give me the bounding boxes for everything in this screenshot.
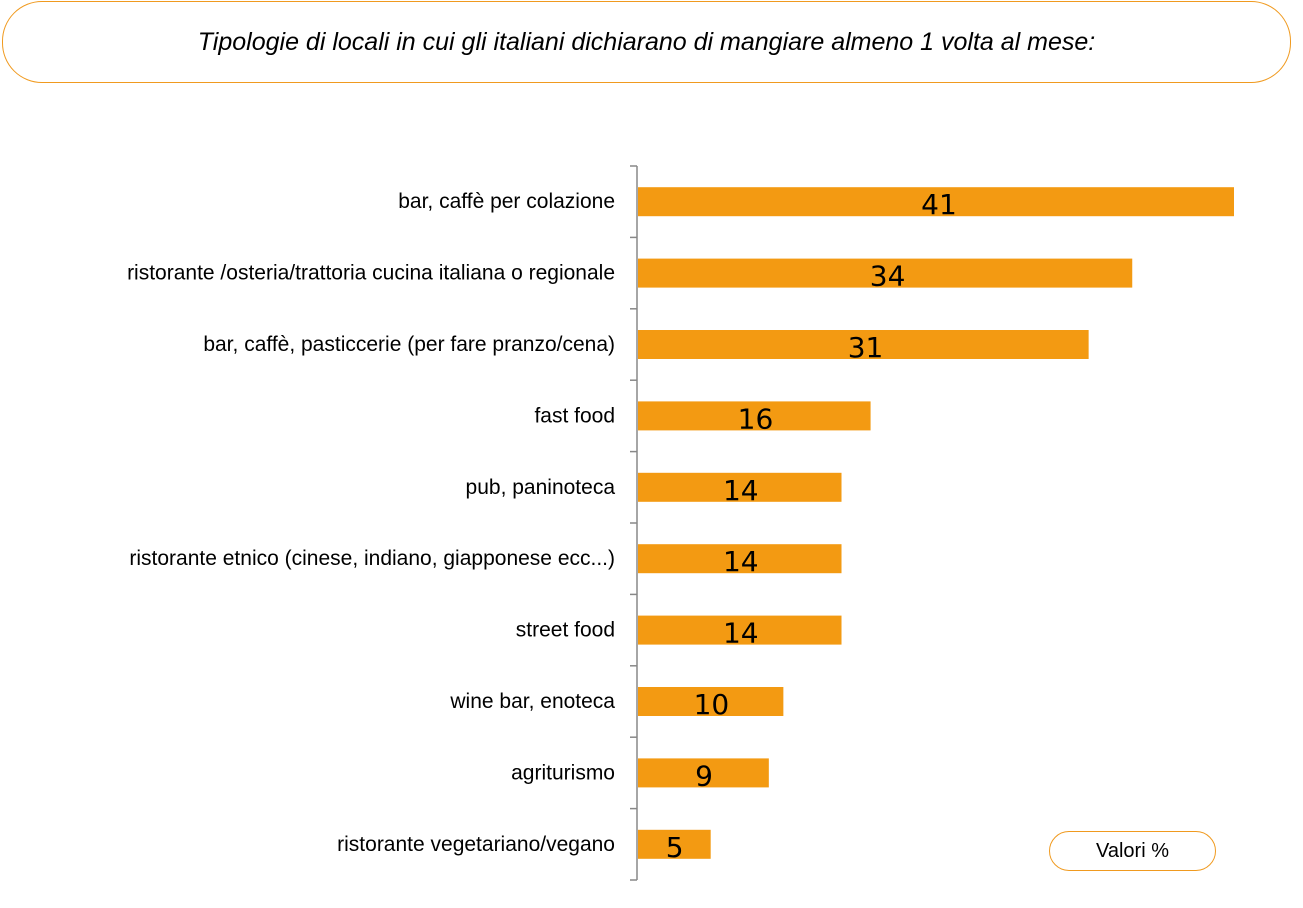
data-label: 9 [695,759,713,792]
data-label: 10 [694,688,730,721]
category-label: fast food [534,404,615,427]
category-label: bar, caffè per colazione [398,190,615,213]
legend-label: Valori % [1096,839,1169,862]
data-label: 14 [723,545,759,578]
category-label: ristorante /osteria/trattoria cucina ita… [127,262,615,285]
bar [638,330,1089,359]
legend-box: Valori % [1049,831,1216,871]
data-label: 41 [921,188,957,221]
category-label: pub, paninoteca [466,476,616,499]
data-label: 34 [870,260,906,293]
data-label: 5 [666,831,684,864]
bar [638,687,784,716]
category-label: bar, caffè, pasticcerie (per fare pranzo… [203,333,615,356]
chart-title-box: Tipologie di locali in cui gli italiani … [2,1,1291,83]
category-label: wine bar, enoteca [449,690,615,713]
chart-title: Tipologie di locali in cui gli italiani … [197,27,1096,56]
category-label: ristorante etnico (cinese, indiano, giap… [129,547,615,570]
bar [638,544,842,574]
data-label: 14 [723,474,759,507]
data-label: 14 [723,617,759,650]
bar [638,829,711,859]
bar [638,472,842,502]
bar [638,615,842,645]
category-label: ristorante vegetariano/vegano [337,833,615,856]
bar [638,401,871,431]
data-label: 31 [848,331,884,364]
category-label: street food [516,619,615,642]
bar [638,258,1133,288]
data-label: 16 [738,402,774,435]
bar [638,758,769,788]
category-label: agriturismo [511,761,615,784]
bar [638,187,1234,217]
